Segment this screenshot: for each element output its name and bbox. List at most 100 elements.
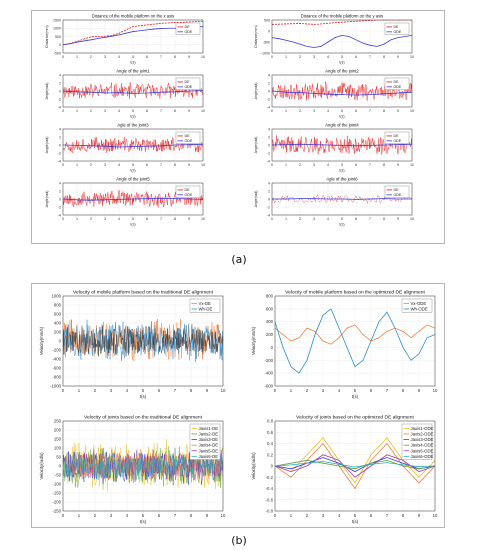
y-tick-label: -400	[52, 357, 61, 362]
x-tick-label: 2	[90, 217, 92, 221]
x-axis-label: t(s)	[339, 169, 344, 173]
y-tick-label: 0.2	[267, 452, 274, 457]
x-axis-label: t(s)	[130, 61, 135, 65]
x-tick-label: 7	[160, 217, 162, 221]
y-axis-label: Velocity(rad/s)	[251, 452, 256, 480]
x-tick-label: 1	[285, 163, 287, 167]
x-tick-label: 9	[188, 217, 190, 221]
x-axis-label: t(s)	[352, 519, 359, 524]
legend-box	[175, 185, 201, 198]
x-tick-label: 6	[146, 109, 148, 113]
legend-entry: Jaxis2-ODE	[411, 431, 434, 436]
x-tick-label: 9	[397, 217, 399, 221]
x-tick-label: 0	[271, 163, 273, 167]
y-axis-label: Velocity(mm/s)	[39, 326, 44, 355]
y-tick-label: 200	[54, 428, 62, 433]
y-tick-label: 1000	[51, 294, 61, 299]
x-tick-label: 7	[369, 217, 371, 221]
x-tick-label: 10	[201, 163, 205, 167]
chart-a5: 0 1 2 3 4 5 6 7 8 9 10 -4 -2 0 2 4 Agle of the joint3 t(s…	[45, 123, 205, 173]
legend-entry: Wh-DE	[199, 306, 213, 311]
x-tick-label: 1	[78, 513, 81, 518]
x-tick-label: 4	[327, 217, 329, 221]
x-tick-label: 10	[201, 109, 205, 113]
y-tick-label: -250	[52, 509, 61, 514]
plot-lines	[63, 136, 203, 153]
caption-a: (a)	[231, 253, 247, 266]
x-tick-label: 6	[370, 388, 373, 393]
x-tick-label: 5	[132, 55, 134, 59]
x-tick-label: 7	[369, 109, 371, 113]
legend-entry: ODE	[185, 193, 193, 197]
chart-title: Angle of the joint2	[325, 69, 359, 74]
series-line-jaxis6-ode	[275, 461, 435, 468]
x-tick-label: 6	[355, 217, 357, 221]
chart-a4: 0 1 2 3 4 5 6 7 8 9 10 -4 -2 0 2 4 Angle of the joint2 t(…	[254, 69, 414, 119]
x-tick-label: 0	[271, 217, 273, 221]
chart-title: Velocity of joints based on the optimize…	[296, 415, 414, 421]
series-line-ode	[63, 90, 203, 94]
chart-b4: 0 1 2 3 4 5 6 7 8 9 10 -0.8 -0.6 -0.4 -0.2 0 0.2 0.4 0.6 0.…	[251, 415, 438, 525]
y-tick-label: 0	[271, 345, 274, 350]
x-tick-label: 0	[62, 217, 64, 221]
axes-box	[62, 128, 204, 162]
x-tick-label: 2	[299, 217, 301, 221]
x-tick-label: 5	[341, 217, 343, 221]
y-tick-label: -2	[267, 97, 270, 101]
x-axis-label: t(s)	[140, 519, 147, 524]
legend-entry: DE	[394, 25, 400, 29]
y-tick-label: -100	[52, 482, 61, 487]
x-tick-label: 8	[190, 388, 193, 393]
x-tick-label: 3	[104, 55, 106, 59]
y-tick-label: -2	[58, 205, 61, 209]
x-tick-label: 10	[201, 217, 205, 221]
x-tick-label: 6	[355, 163, 357, 167]
x-tick-label: 2	[90, 109, 92, 113]
x-tick-label: 9	[188, 163, 190, 167]
y-axis-label: Angle(rad)	[45, 137, 49, 154]
y-axis-label: Distance(mm)	[254, 25, 258, 47]
x-tick-label: 10	[221, 513, 226, 518]
figure-b-svg: 0 1 2 3 4 5 6 7 8 9 10-1000-800-600-400-2000200400…	[39, 290, 438, 525]
chart-title: Agle of the joint6	[326, 177, 358, 182]
legend-entry: ODE	[394, 85, 402, 89]
x-tick-label: 5	[341, 163, 343, 167]
legend-box	[175, 131, 201, 144]
legend-entry: Jaxis2-DE	[199, 431, 219, 436]
x-tick-label: 9	[188, 109, 190, 113]
legend-entry: Jaxis1-ODE	[411, 426, 434, 431]
chart-title: Agle of the joint3	[117, 123, 149, 128]
axes-box	[271, 128, 413, 162]
x-tick-label: 3	[110, 513, 113, 518]
axes-box	[62, 295, 224, 387]
y-tick-label: 400	[54, 321, 62, 326]
x-tick-label: 1	[78, 388, 81, 393]
y-tick-label: 800	[266, 294, 274, 299]
x-tick-label: 3	[313, 217, 315, 221]
x-tick-label: 0	[271, 55, 273, 59]
legend-entry: DE	[394, 188, 400, 192]
y-axis-label: Angle(rad)	[45, 83, 49, 100]
y-tick-label: 2	[59, 135, 61, 139]
x-tick-label: 4	[118, 163, 120, 167]
legend-box	[384, 22, 410, 35]
x-tick-label: 1	[285, 217, 287, 221]
chart-title: Angle of the joint4	[325, 123, 359, 128]
legend-entry: DE	[394, 134, 400, 138]
y-tick-label: -1000	[261, 51, 270, 55]
x-tick-label: 3	[313, 163, 315, 167]
legend-entry: ODE	[394, 30, 402, 34]
y-tick-label: -500	[54, 51, 61, 55]
series-line-de	[63, 21, 203, 46]
y-tick-label: 0	[59, 43, 61, 47]
y-tick-label: 200	[54, 330, 62, 335]
x-tick-label: 8	[383, 217, 385, 221]
axes-box	[62, 19, 204, 54]
x-tick-label: 9	[397, 55, 399, 59]
x-tick-label: 0	[62, 163, 64, 167]
x-tick-label: 9	[397, 109, 399, 113]
legend-entry: ODE	[185, 139, 193, 143]
